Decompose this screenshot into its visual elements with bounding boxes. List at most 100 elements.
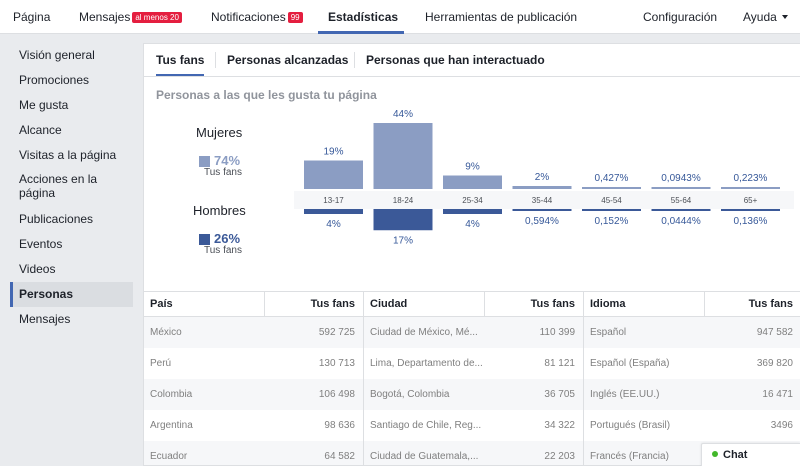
women-bar-45-54 bbox=[582, 187, 641, 189]
table-row: Bogotá, Colombia 36 705 bbox=[364, 379, 583, 410]
age-label-18-24: 18-24 bbox=[393, 196, 414, 205]
table-header-divider bbox=[264, 292, 265, 316]
age-label-35-44: 35-44 bbox=[532, 196, 553, 205]
sidebar-item-publicaciones[interactable]: Publicaciones bbox=[19, 212, 94, 226]
tab-personas-interactuado[interactable]: Personas que han interactuado bbox=[366, 53, 545, 67]
women-bar-13-17 bbox=[304, 160, 363, 189]
subtabs: Tus fans Personas alcanzadas Personas qu… bbox=[144, 44, 800, 77]
table-row: Español 947 582 bbox=[584, 317, 800, 348]
nav-estadisticas-label: Estadísticas bbox=[328, 10, 399, 24]
table-cell-name: Santiago de Chile, Reg... bbox=[370, 420, 482, 431]
table-header-name: Ciudad bbox=[370, 298, 408, 310]
women-bar-label-25-34: 9% bbox=[465, 162, 480, 173]
messages-badge: al menos 20 bbox=[132, 12, 182, 23]
nav-herramientas[interactable]: Herramientas de publicación bbox=[425, 0, 577, 34]
table-cell-name: Español (España) bbox=[590, 358, 670, 369]
women-bar-label-45-54: 0,427% bbox=[595, 173, 629, 184]
sidebar-item-personas[interactable]: Personas bbox=[10, 282, 133, 307]
women-bar-label-35-44: 2% bbox=[535, 172, 550, 183]
table-cell-name: Español bbox=[590, 327, 627, 338]
men-sublabel: Tus fans bbox=[204, 245, 242, 256]
chevron-down-icon bbox=[781, 15, 788, 19]
nav-pagina[interactable]: Página bbox=[13, 0, 50, 34]
nav-mensajes[interactable]: Mensajes al menos 20 bbox=[79, 0, 182, 34]
city-table: Ciudad Tus fans Ciudad de México, Mé... 110… bbox=[364, 292, 583, 465]
age-axis-band bbox=[294, 191, 794, 209]
men-bar-18-24 bbox=[373, 209, 433, 231]
table-divider bbox=[583, 292, 584, 465]
men-bar-label-18-24: 17% bbox=[393, 235, 413, 246]
men-bar-label-35-44: 0,594% bbox=[525, 216, 559, 227]
table-cell-fans: 369 820 bbox=[756, 358, 793, 369]
men-bar-13-17 bbox=[304, 209, 363, 214]
table-cell-fans: 22 203 bbox=[544, 451, 575, 462]
nav-estadisticas[interactable]: Estadísticas bbox=[328, 0, 398, 34]
women-bar-label-18-24: 44% bbox=[393, 109, 413, 120]
table-cell-fans: 106 498 bbox=[318, 389, 355, 400]
language-table: Idioma Tus fans Español 947 582 Español (Esp… bbox=[584, 292, 800, 465]
women-label: Mujeres bbox=[196, 125, 243, 140]
chat-button[interactable]: Chat bbox=[701, 443, 800, 466]
table-cell-name: Ciudad de Guatemala,... bbox=[370, 451, 479, 462]
sidebar-item-vision-general[interactable]: Visión general bbox=[19, 48, 95, 62]
nav-configuracion-label: Configuración bbox=[643, 10, 718, 24]
table-header-rule bbox=[584, 316, 800, 317]
table-header-fans[interactable]: Tus fans bbox=[530, 298, 575, 310]
age-gender-chart: 19% 4% 13-17 44% 17% 18-24 9% 4% 25-34 2% 0,594% 35… bbox=[294, 109, 794, 246]
table-header-fans[interactable]: Tus fans bbox=[748, 298, 793, 310]
sidebar-item-eventos[interactable]: Eventos bbox=[19, 237, 63, 251]
women-bar-25-34 bbox=[443, 175, 502, 189]
active-tab-indicator bbox=[318, 31, 404, 34]
table-cell-name: Colombia bbox=[150, 389, 193, 400]
men-percent: 26% bbox=[214, 231, 241, 246]
women-sublabel: Tus fans bbox=[204, 167, 242, 178]
age-label-65+: 65+ bbox=[744, 196, 758, 205]
sidebar-item-alcance[interactable]: Alcance bbox=[19, 123, 62, 137]
table-row: Español (España) 369 820 bbox=[584, 348, 800, 379]
tab-personas-alcanzadas[interactable]: Personas alcanzadas bbox=[227, 53, 349, 67]
women-bar-65+ bbox=[721, 187, 780, 189]
sidebar-item-me-gusta[interactable]: Me gusta bbox=[19, 98, 69, 112]
chart-title: Personas a las que les gusta tu página bbox=[156, 88, 377, 102]
tab-tus-fans[interactable]: Tus fans bbox=[156, 44, 205, 76]
table-header-rule bbox=[364, 316, 583, 317]
table-row: Portugués (Brasil) 3496 bbox=[584, 410, 800, 441]
country-table: País Tus fans México 592 725 Perú 130 713 Colo… bbox=[144, 292, 363, 465]
men-bar-label-55-64: 0,0444% bbox=[661, 216, 701, 227]
men-bar-65+ bbox=[721, 209, 780, 211]
men-bar-45-54 bbox=[582, 209, 641, 211]
tab-divider bbox=[215, 52, 216, 68]
men-bar-55-64 bbox=[651, 209, 711, 211]
table-divider bbox=[363, 292, 364, 465]
table-cell-fans: 16 471 bbox=[762, 389, 793, 400]
table-header-fans[interactable]: Tus fans bbox=[310, 298, 355, 310]
main-panel: Tus fans Personas alcanzadas Personas qu… bbox=[143, 43, 800, 466]
table-row: Inglés (EE.UU.) 16 471 bbox=[584, 379, 800, 410]
nav-configuracion[interactable]: Configuración bbox=[643, 0, 717, 34]
age-label-13-17: 13-17 bbox=[323, 196, 344, 205]
sidebar-item-visitas[interactable]: Visitas a la página bbox=[19, 148, 117, 162]
table-cell-fans: 81 121 bbox=[544, 358, 575, 369]
women-bar-55-64 bbox=[651, 187, 711, 189]
sidebar-item-promociones[interactable]: Promociones bbox=[19, 73, 90, 87]
women-bar-label-13-17: 19% bbox=[323, 147, 343, 158]
men-bar-label-13-17: 4% bbox=[326, 219, 341, 230]
women-bar-18-24 bbox=[373, 123, 433, 189]
table-cell-name: México bbox=[150, 327, 182, 338]
sidebar-item-mensajes[interactable]: Mensajes bbox=[19, 312, 71, 326]
nav-ayuda[interactable]: Ayuda bbox=[743, 0, 788, 34]
sidebar-item-acciones[interactable]: Acciones en la página bbox=[19, 172, 98, 200]
table-header-rule bbox=[144, 316, 363, 317]
notifications-badge: 99 bbox=[287, 12, 303, 23]
table-row: México 592 725 bbox=[144, 317, 363, 348]
table-header-name: Idioma bbox=[590, 298, 626, 310]
table-cell-fans: 98 636 bbox=[324, 420, 355, 431]
sidebar-item-videos[interactable]: Videos bbox=[19, 262, 56, 276]
table-cell-fans: 947 582 bbox=[756, 327, 793, 338]
women-percent: 74% bbox=[214, 153, 241, 168]
table-row: Ciudad de Guatemala,... 22 203 bbox=[364, 441, 583, 465]
table-row: Lima, Departamento de... 81 121 bbox=[364, 348, 583, 379]
nav-notificaciones[interactable]: Notificaciones 99 bbox=[211, 0, 303, 34]
men-swatch bbox=[199, 234, 210, 245]
men-bar-25-34 bbox=[443, 209, 502, 214]
